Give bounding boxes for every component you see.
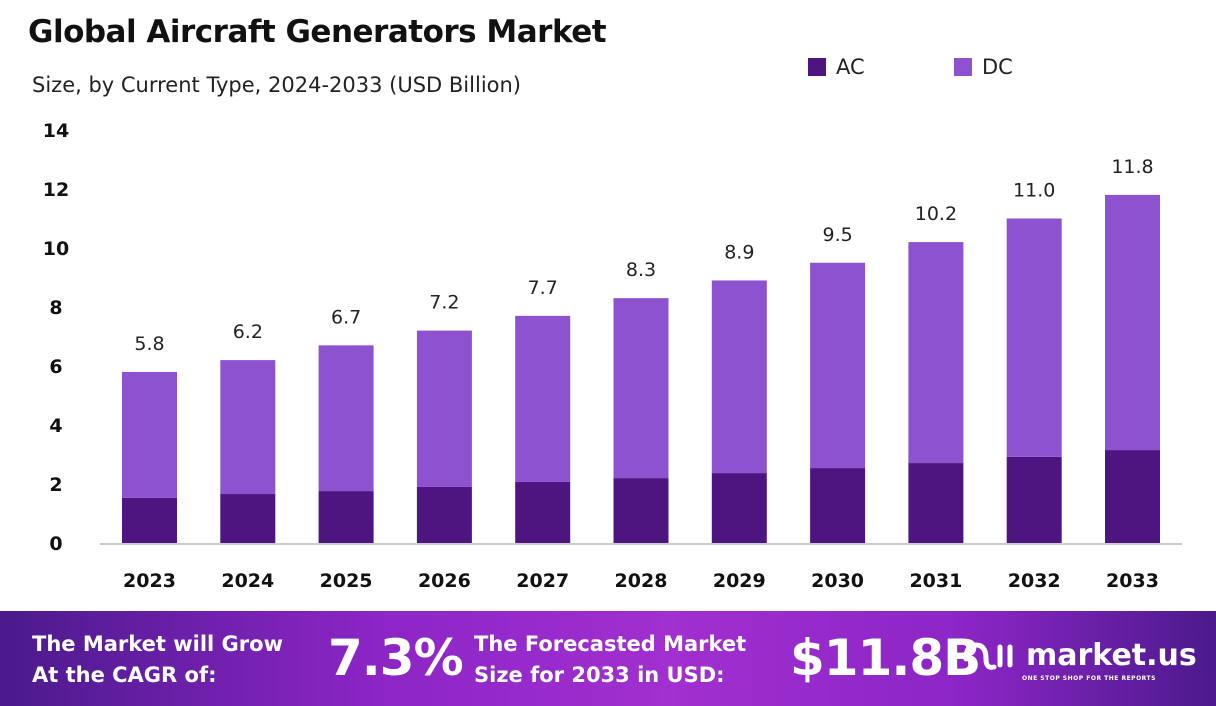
bar-ac-2025 [318,491,374,543]
legend-item-ac: AC [808,55,865,79]
y-tick-label: 10 [43,238,69,260]
bar-ac-2032 [1006,456,1062,543]
bar-dc-2033 [1105,194,1160,451]
cagr-value: 7.3% [328,629,464,687]
bar-ac-2026 [416,486,472,543]
y-tick-label: 4 [49,415,62,437]
data-label-total: 8.3 [626,259,656,281]
x-tick-label: 2027 [516,570,569,592]
data-label-total: 11.8 [1111,156,1153,178]
forecast-value: $11.8B [790,629,981,687]
bar-dc-2031 [908,242,964,464]
cagr-label-line1: The Market will Grow [32,632,283,656]
legend-item-dc: DC [954,55,1013,79]
bar-dc-2025 [318,345,374,492]
chart-subtitle: Size, by Current Type, 2024-2033 (USD Bi… [32,73,521,97]
bar-ac-2033 [1105,450,1160,543]
bar-dc-2028 [613,298,669,479]
y-tick-label: 2 [49,474,62,496]
data-label-total: 7.7 [528,277,558,299]
chart-title: Global Aircraft Generators Market [28,14,607,50]
bar-dc-2032 [1006,218,1062,457]
legend-swatch-ac [808,58,826,76]
x-tick-label: 2031 [909,570,962,592]
forecast-label-line2: Size for 2033 in USD: [474,663,725,687]
data-label-total: 11.0 [1013,180,1055,202]
bar-ac-2027 [515,481,571,543]
logo-tagline: ONE STOP SHOP FOR THE REPORTS [1022,675,1156,682]
x-tick-label: 2032 [1008,570,1061,592]
data-label-total: 7.2 [429,292,459,314]
cagr-label: The Market will Grow At the CAGR of: [32,629,283,691]
data-label-total: 9.5 [822,224,852,246]
forecast-label-line1: The Forecasted Market [474,632,747,656]
data-label-total: 6.2 [233,321,263,343]
bar-ac-2023 [122,497,177,543]
footer-banner: The Market will Grow At the CAGR of: 7.3… [0,611,1216,706]
bar-dc-2024 [220,360,276,495]
bar-chart: 0 2 4 6 8 10 12 14 5.8 2023 6.2 2024 6.7 2025 7.2 2026 7… [43,120,1182,592]
x-tick-label: 2033 [1106,570,1159,592]
data-label-total: 10.2 [915,203,957,225]
x-tick-label: 2028 [615,570,668,592]
x-tick-label: 2024 [221,570,274,592]
y-tick-label: 14 [43,120,69,142]
data-label-total: 5.8 [134,333,164,355]
legend-swatch-dc [954,58,972,76]
bar-ac-2030 [810,468,866,543]
legend-label: DC [982,55,1013,79]
x-tick-label: 2023 [123,570,176,592]
logo-mark-icon [963,642,1013,670]
market-us-logo: market.us ONE STOP SHOP FOR THE REPORTS [962,637,1197,682]
legend-label: AC [836,55,865,79]
y-tick-label: 6 [49,356,62,378]
bar-dc-2023 [122,371,177,498]
x-tick-label: 2029 [713,570,766,592]
y-tick-label: 12 [43,179,69,201]
cagr-label-line2: At the CAGR of: [32,663,217,687]
bar-ac-2031 [908,463,964,543]
bar-ac-2029 [711,473,767,543]
x-tick-label: 2026 [418,570,471,592]
bar-ac-2024 [220,494,276,543]
x-tick-label: 2030 [811,570,864,592]
bar-ac-2028 [613,478,669,543]
y-tick-label: 8 [49,297,62,319]
logo-name: market.us [1026,637,1197,673]
bar-dc-2026 [416,330,472,487]
bar-dc-2030 [810,262,866,469]
x-tick-label: 2025 [320,570,373,592]
bar-dc-2027 [515,315,571,482]
data-label-total: 8.9 [724,241,754,263]
forecast-label: The Forecasted Market Size for 2033 in U… [474,629,746,691]
data-label-total: 6.7 [331,306,361,328]
bar-dc-2029 [711,280,767,474]
y-tick-label: 0 [49,533,62,555]
